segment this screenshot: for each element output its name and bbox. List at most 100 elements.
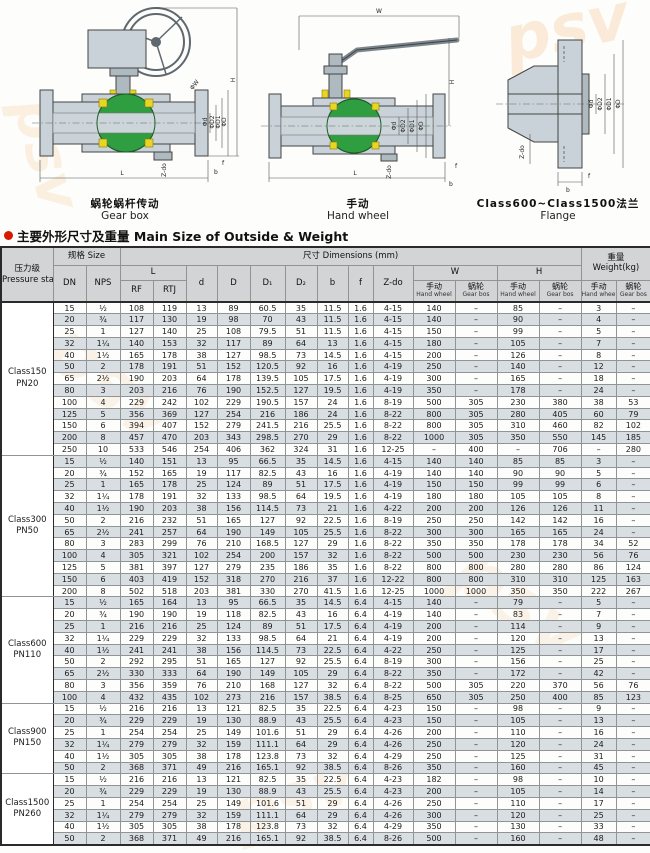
table-cell: 230 xyxy=(538,549,582,563)
table-cell: – xyxy=(615,336,650,350)
table-cell: 350 xyxy=(538,584,582,598)
table-cell: 13 xyxy=(185,301,218,315)
table-cell: 4-19 xyxy=(372,490,414,504)
table-cell: 35 xyxy=(284,454,318,468)
table-cell: 114 xyxy=(496,620,540,633)
table-cell: – xyxy=(615,502,650,515)
table-cell: 298.5 xyxy=(249,431,286,445)
table-cell: 51 xyxy=(284,796,318,810)
table-cell: 330 xyxy=(249,584,286,598)
table-cell: 82 xyxy=(580,419,617,433)
table-cell: 105 xyxy=(496,714,540,728)
table-cell: 1.6 xyxy=(347,348,374,362)
table-cell: 153 xyxy=(152,336,187,350)
table-cell: 140 xyxy=(119,454,154,468)
table-cell: 1 xyxy=(85,726,121,739)
table-cell: ½ xyxy=(85,454,121,468)
table-cell: 25 xyxy=(185,620,218,633)
table-row: 50 2 178 191 51 152 120.5 92 16 1.6 4-19 250–140–12… xyxy=(1,360,650,374)
table-cell: – xyxy=(538,631,582,645)
table-cell: – xyxy=(615,360,650,374)
table-cell: 29 xyxy=(316,726,349,739)
table-cell: 92 xyxy=(284,513,318,527)
table-cell: – xyxy=(538,749,582,763)
header-D1: D₁ xyxy=(249,264,286,303)
table-cell: 12-22 xyxy=(372,572,414,586)
table-cell: 4-19 xyxy=(372,384,414,397)
table-cell: 165 xyxy=(119,478,154,492)
table-row: 25 1 254 254 25 149 101.6 51 29 6.4 4-26 200–110–16… xyxy=(1,726,650,739)
table-cell: 200 xyxy=(454,502,498,515)
table-cell: 19 xyxy=(185,466,218,480)
table-cell: – xyxy=(615,667,650,680)
table-cell: 394 xyxy=(119,419,154,433)
dimensions-table: 压力级 Pressure stage 规格 Size 尺寸 Dimensions… xyxy=(0,246,650,846)
table-cell: – xyxy=(454,702,498,716)
table-cell: 230 xyxy=(496,549,540,563)
table-cell: – xyxy=(454,820,498,834)
table-cell: 6 xyxy=(580,478,617,492)
table-cell: 190 xyxy=(119,608,154,622)
drawing-caption: 手动 Hand wheel xyxy=(251,198,465,222)
table-cell: 1.6 xyxy=(347,466,374,480)
table-cell: 149 xyxy=(249,525,286,539)
table-cell: 6.4 xyxy=(347,631,374,645)
table-cell: 4-23 xyxy=(372,785,414,798)
svg-text:Z-do: Z-do xyxy=(519,145,526,159)
header-weight-gear: 蜗轮 Gear bos xyxy=(615,279,650,303)
table-cell: – xyxy=(615,749,650,763)
table-cell: – xyxy=(454,336,498,350)
table-cell: 152 xyxy=(185,419,218,433)
table-cell: 38 xyxy=(185,749,218,763)
table-cell: 350 xyxy=(496,584,540,598)
table-cell: 6.4 xyxy=(347,796,374,810)
table-cell: 35 xyxy=(284,596,318,610)
table-cell: 800 xyxy=(454,572,498,586)
table-cell: 25 xyxy=(52,726,87,739)
table-cell: 16 xyxy=(580,726,617,739)
dimension-lines: W xyxy=(298,8,460,50)
table-cell: 82.5 xyxy=(249,466,286,480)
table-cell: 127 xyxy=(249,513,286,527)
table-cell: 241 xyxy=(119,643,154,657)
table-cell: 295 xyxy=(152,655,187,669)
table-cell: 3 xyxy=(85,537,121,551)
table-row: Class300 PN50 15 ½ 140 151 13 95 66.5 35 14.5 1.6 4-… xyxy=(0,454,650,598)
table-cell: 178 xyxy=(496,537,540,551)
table-cell: 178 xyxy=(216,820,251,834)
table-cell: 1.6 xyxy=(347,431,374,445)
table-cell: 14.5 xyxy=(316,596,349,610)
table-cell: 90 xyxy=(496,466,540,480)
table-cell: 4-19 xyxy=(372,631,414,645)
table-row: 250 10 533 546 254 406 362 324 31 1.6 12-25–400–70… xyxy=(1,443,650,456)
svg-text:H: H xyxy=(449,80,456,85)
table-cell: 381 xyxy=(119,561,154,574)
pressure-class-label: Class300 PN50 xyxy=(0,454,54,598)
table-cell: 400 xyxy=(454,443,498,456)
table-cell: 50 xyxy=(52,832,87,846)
table-cell: 165 xyxy=(216,655,251,669)
table-cell: 8-22 xyxy=(372,419,414,433)
table-cell: 32 xyxy=(52,336,87,350)
table-cell: 125 xyxy=(580,572,617,586)
table-cell: – xyxy=(538,773,582,787)
table-row: 80 3 283 299 76 210 168.5 127 29 1.6 8-22 350 350 178… xyxy=(1,537,650,551)
table-cell: 200 xyxy=(412,348,456,362)
stem xyxy=(328,53,343,99)
table-cell: 321 xyxy=(152,549,187,563)
table-cell: 8-19 xyxy=(372,513,414,527)
table-row: 32 1¼ 229 229 32 133 98.5 64 21 6.4 4-19 200–120–13… xyxy=(1,631,650,645)
table-cell: 29 xyxy=(316,667,349,680)
table-cell: 356 xyxy=(119,407,154,421)
table-cell: – xyxy=(538,384,582,397)
table-cell: 40 xyxy=(52,820,87,834)
table-cell: 1¼ xyxy=(85,490,121,504)
header-weight-hand: 手动 Hand wheel xyxy=(580,279,617,303)
table-cell: 20 xyxy=(52,785,87,798)
table-cell: 216 xyxy=(249,407,286,421)
table-cell: 19 xyxy=(185,608,218,622)
table-cell: 216 xyxy=(284,572,318,586)
table-cell: 432 xyxy=(119,690,154,704)
table-cell: 151 xyxy=(152,454,187,468)
table-cell: 254 xyxy=(119,726,154,739)
